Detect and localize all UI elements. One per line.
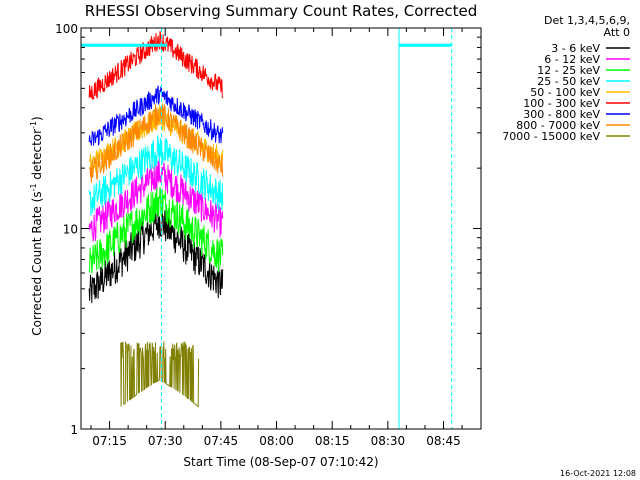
- x-tick-label: 07:15: [92, 434, 127, 448]
- legend-entry-label: 25 - 50 keV: [537, 75, 600, 88]
- x-axis-label: Start Time (08-Sep-07 07:10:42): [183, 455, 378, 469]
- legend-header: Att 0: [604, 26, 630, 39]
- y-axis-label-part3: ): [30, 116, 44, 121]
- legend-entry-label: 3 - 6 keV: [551, 42, 600, 55]
- legend-entry-label: 800 - 7000 keV: [516, 119, 600, 132]
- x-tick-label: 07:45: [204, 434, 239, 448]
- x-tick-label: 07:30: [148, 434, 183, 448]
- y-axis-label-sup2: -1: [29, 121, 38, 129]
- chart-title: RHESSI Observing Summary Count Rates, Co…: [85, 2, 478, 20]
- y-axis-label-part2: detector: [30, 129, 44, 184]
- series-line: [88, 103, 224, 183]
- x-tick-label: 08:45: [426, 434, 461, 448]
- series-layer: [88, 30, 224, 408]
- legend-entry-label: 50 - 100 keV: [530, 86, 600, 99]
- axis-ticks: 07:15 07:30 07:45 08:00 08:15 08:30 08:45 1 10 10…: [55, 22, 481, 448]
- y-axis-label-part1: Corrected Count Rate (s: [30, 191, 44, 335]
- legend-entry-label: 6 - 12 keV: [544, 53, 600, 66]
- y-tick-label: 1: [70, 423, 78, 437]
- y-tick-label: 10: [63, 223, 78, 237]
- y-axis-label-sup1: -1: [29, 183, 38, 191]
- x-tick-label: 08:15: [315, 434, 350, 448]
- legend-entry-label: 12 - 25 keV: [537, 64, 600, 77]
- y-axis-label: Corrected Count Rate (s-1 detector-1): [29, 116, 44, 335]
- series-line: [88, 30, 224, 100]
- series-line: [88, 135, 224, 216]
- legend-header: Det 1,3,4,5,6,9,: [544, 14, 630, 27]
- y-tick-label: 100: [55, 22, 78, 36]
- series-line: [120, 341, 200, 408]
- x-tick-label: 08:00: [259, 434, 294, 448]
- annotation-layer: [81, 28, 453, 429]
- legend-entry-label: 7000 - 15000 keV: [502, 130, 600, 143]
- legend-entry-label: 100 - 300 keV: [523, 97, 600, 110]
- legend-entry-label: 300 - 800 keV: [523, 108, 600, 121]
- series-line: [88, 85, 224, 146]
- series-line: [88, 187, 224, 274]
- timestamp: 16-Oct-2021 12:08: [560, 469, 636, 478]
- x-tick-label: 08:30: [371, 434, 406, 448]
